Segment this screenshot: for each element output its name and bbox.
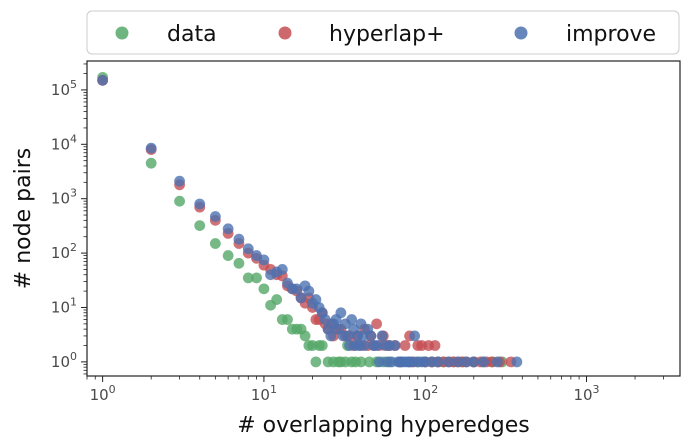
y-tick-exponent: 3 [70, 187, 77, 200]
data-point [478, 356, 489, 368]
x-tick-label: 101 [251, 383, 277, 404]
data-point [511, 356, 523, 368]
data-point [310, 356, 322, 368]
x-tick-base: 10 [251, 386, 270, 404]
data-point [376, 330, 388, 342]
data-points [97, 71, 523, 368]
data-point [319, 314, 331, 325]
data-point [258, 283, 270, 295]
data-point [276, 264, 288, 275]
y-axis-title: # node pairs [11, 148, 36, 289]
y-tick-base: 10 [51, 244, 70, 262]
y-tick-exponent: 5 [70, 78, 77, 91]
legend-marker [278, 26, 292, 40]
data-point [371, 340, 383, 351]
data-point [460, 356, 472, 368]
data-point [233, 257, 245, 269]
data-point [429, 340, 441, 351]
data-point [365, 330, 377, 342]
legend-marker [514, 26, 528, 40]
y-tick-base: 10 [51, 353, 70, 371]
y-tick-label: 105 [51, 78, 77, 99]
data-point [468, 356, 480, 368]
data-point [491, 356, 503, 368]
data-point [299, 330, 311, 342]
data-point [222, 223, 234, 235]
y-tick-label: 103 [51, 187, 77, 208]
data-point [282, 314, 293, 325]
data-point [233, 233, 245, 245]
data-point [174, 175, 185, 187]
data-point [316, 340, 328, 351]
legend-frame [86, 10, 680, 55]
data-point [174, 195, 185, 207]
legend-marker [115, 26, 129, 40]
data-point [374, 356, 385, 368]
data-point [194, 198, 206, 210]
series-0 [97, 71, 508, 368]
legend-label: data [167, 22, 217, 47]
y-tick-base: 10 [51, 135, 70, 153]
plot-area-frame [86, 60, 681, 377]
y-tick-base: 10 [51, 298, 70, 316]
data-point [443, 356, 455, 368]
data-point [452, 356, 464, 368]
data-point [325, 330, 337, 342]
x-tick-exponent: 0 [109, 383, 116, 396]
data-point [291, 283, 303, 295]
y-tick-label: 104 [51, 132, 77, 153]
series-1 [97, 74, 517, 368]
data-point [295, 292, 307, 304]
data-point [242, 272, 254, 284]
y-tick-base: 10 [51, 81, 70, 99]
data-point [355, 356, 367, 368]
y-tick-exponent: 0 [70, 350, 77, 363]
x-axis-title: # overlapping hyperedges [237, 413, 530, 438]
data-point [363, 356, 375, 368]
y-tick-exponent: 4 [70, 132, 77, 145]
data-point [209, 211, 221, 222]
x-tick-base: 10 [412, 386, 431, 404]
x-tick-base: 10 [90, 386, 109, 404]
data-point [389, 340, 401, 351]
x-axis-ticks: 100 101 102 103 [86, 376, 664, 404]
y-tick-label: 100 [51, 350, 77, 371]
x-tick-exponent: 2 [431, 383, 438, 396]
legend-label: improve [566, 22, 656, 47]
data-point [251, 272, 262, 284]
y-tick-exponent: 1 [70, 295, 77, 308]
data-point [359, 340, 370, 351]
data-point [335, 307, 347, 319]
data-point [145, 142, 157, 154]
y-tick-label: 101 [51, 295, 77, 316]
data-point [346, 314, 358, 325]
y-tick-exponent: 2 [70, 241, 77, 254]
x-tick-base: 10 [573, 386, 592, 404]
data-point [432, 356, 444, 368]
legend-label: hyperlap+ [329, 22, 445, 47]
data-point [271, 294, 283, 305]
data-point [97, 74, 109, 86]
data-point [222, 250, 234, 261]
y-tick-label: 102 [51, 241, 77, 262]
data-point [194, 220, 206, 232]
data-point [209, 238, 221, 249]
x-tick-label: 103 [573, 383, 599, 404]
data-point [258, 254, 270, 266]
data-point [145, 157, 157, 169]
data-point [303, 285, 315, 297]
x-tick-exponent: 1 [270, 383, 277, 396]
data-point [242, 243, 254, 255]
data-point [371, 318, 383, 330]
data-point [409, 330, 421, 342]
series-2 [97, 74, 523, 368]
legend: data hyperlap+ improve [86, 10, 680, 55]
y-tick-base: 10 [51, 190, 70, 208]
x-tick-label: 100 [90, 383, 116, 404]
x-tick-label: 102 [412, 383, 438, 404]
x-tick-exponent: 3 [593, 383, 600, 396]
data-point [399, 340, 411, 351]
